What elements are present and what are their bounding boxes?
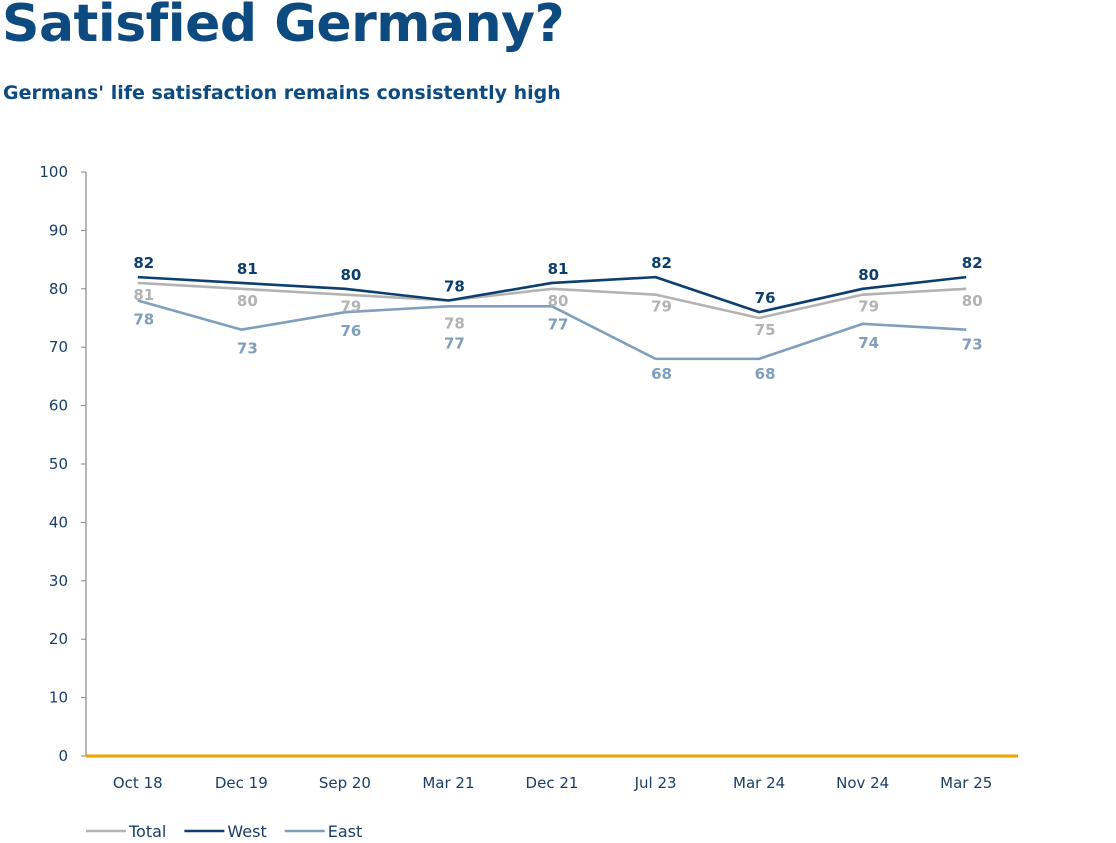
- data-label-total: 79: [340, 298, 361, 316]
- y-tick-label: 70: [49, 338, 68, 356]
- legend-label-east: East: [328, 822, 363, 841]
- y-tick-label: 90: [49, 221, 68, 239]
- data-label-total: 79: [858, 298, 879, 316]
- data-label-total: 81: [133, 286, 154, 304]
- data-label-west: 82: [133, 254, 154, 272]
- data-label-west: 80: [340, 266, 361, 284]
- series-line-east: [137, 299, 967, 361]
- y-tick-label: 60: [49, 397, 68, 415]
- data-label-west: 80: [858, 266, 879, 284]
- data-label-west: 78: [444, 277, 465, 295]
- data-label-west: 82: [962, 254, 983, 272]
- data-label-west: 81: [548, 260, 569, 278]
- data-label-east: 73: [237, 340, 258, 358]
- data-label-total: 80: [962, 292, 983, 310]
- series-line-west: [137, 275, 967, 314]
- y-tick-label: 0: [58, 747, 68, 765]
- page-subtitle: Germans' life satisfaction remains consi…: [3, 82, 561, 104]
- y-tick-label: 30: [49, 572, 68, 590]
- data-label-east: 73: [962, 336, 983, 354]
- x-tick-label: Oct 18: [113, 774, 163, 792]
- x-tick-label: Mar 21: [422, 774, 474, 792]
- data-label-east: 76: [340, 322, 361, 340]
- series-line-total: [137, 281, 967, 320]
- data-label-east: 68: [755, 365, 776, 383]
- x-tick-label: Mar 25: [940, 774, 992, 792]
- data-label-total: 80: [237, 292, 258, 310]
- data-label-west: 82: [651, 254, 672, 272]
- x-tick-label: Dec 19: [215, 774, 268, 792]
- data-label-east: 74: [858, 334, 879, 352]
- data-label-total: 78: [444, 314, 465, 332]
- x-tick-label: Jul 23: [634, 774, 677, 792]
- page-title: Satisfied Germany?: [2, 0, 565, 54]
- y-tick-label: 80: [49, 280, 68, 298]
- data-label-east: 77: [548, 315, 569, 333]
- x-tick-label: Dec 21: [526, 774, 579, 792]
- data-label-east: 78: [133, 310, 154, 328]
- y-tick-label: 40: [49, 513, 68, 531]
- x-tick-label: Nov 24: [836, 774, 889, 792]
- legend-label-west: West: [227, 822, 266, 841]
- y-tick-label: 100: [39, 163, 68, 181]
- y-tick-label: 50: [49, 455, 68, 473]
- data-label-east: 68: [651, 365, 672, 383]
- data-label-west: 81: [237, 260, 258, 278]
- data-label-total: 79: [651, 298, 672, 316]
- data-label-total: 80: [548, 292, 569, 310]
- y-tick-label: 20: [49, 630, 68, 648]
- x-tick-label: Sep 20: [319, 774, 371, 792]
- data-label-west: 76: [755, 289, 776, 307]
- y-tick-label: 10: [49, 689, 68, 707]
- legend-label-total: Total: [128, 822, 166, 841]
- data-label-east: 77: [444, 334, 465, 352]
- data-label-total: 75: [755, 321, 776, 339]
- x-tick-label: Mar 24: [733, 774, 785, 792]
